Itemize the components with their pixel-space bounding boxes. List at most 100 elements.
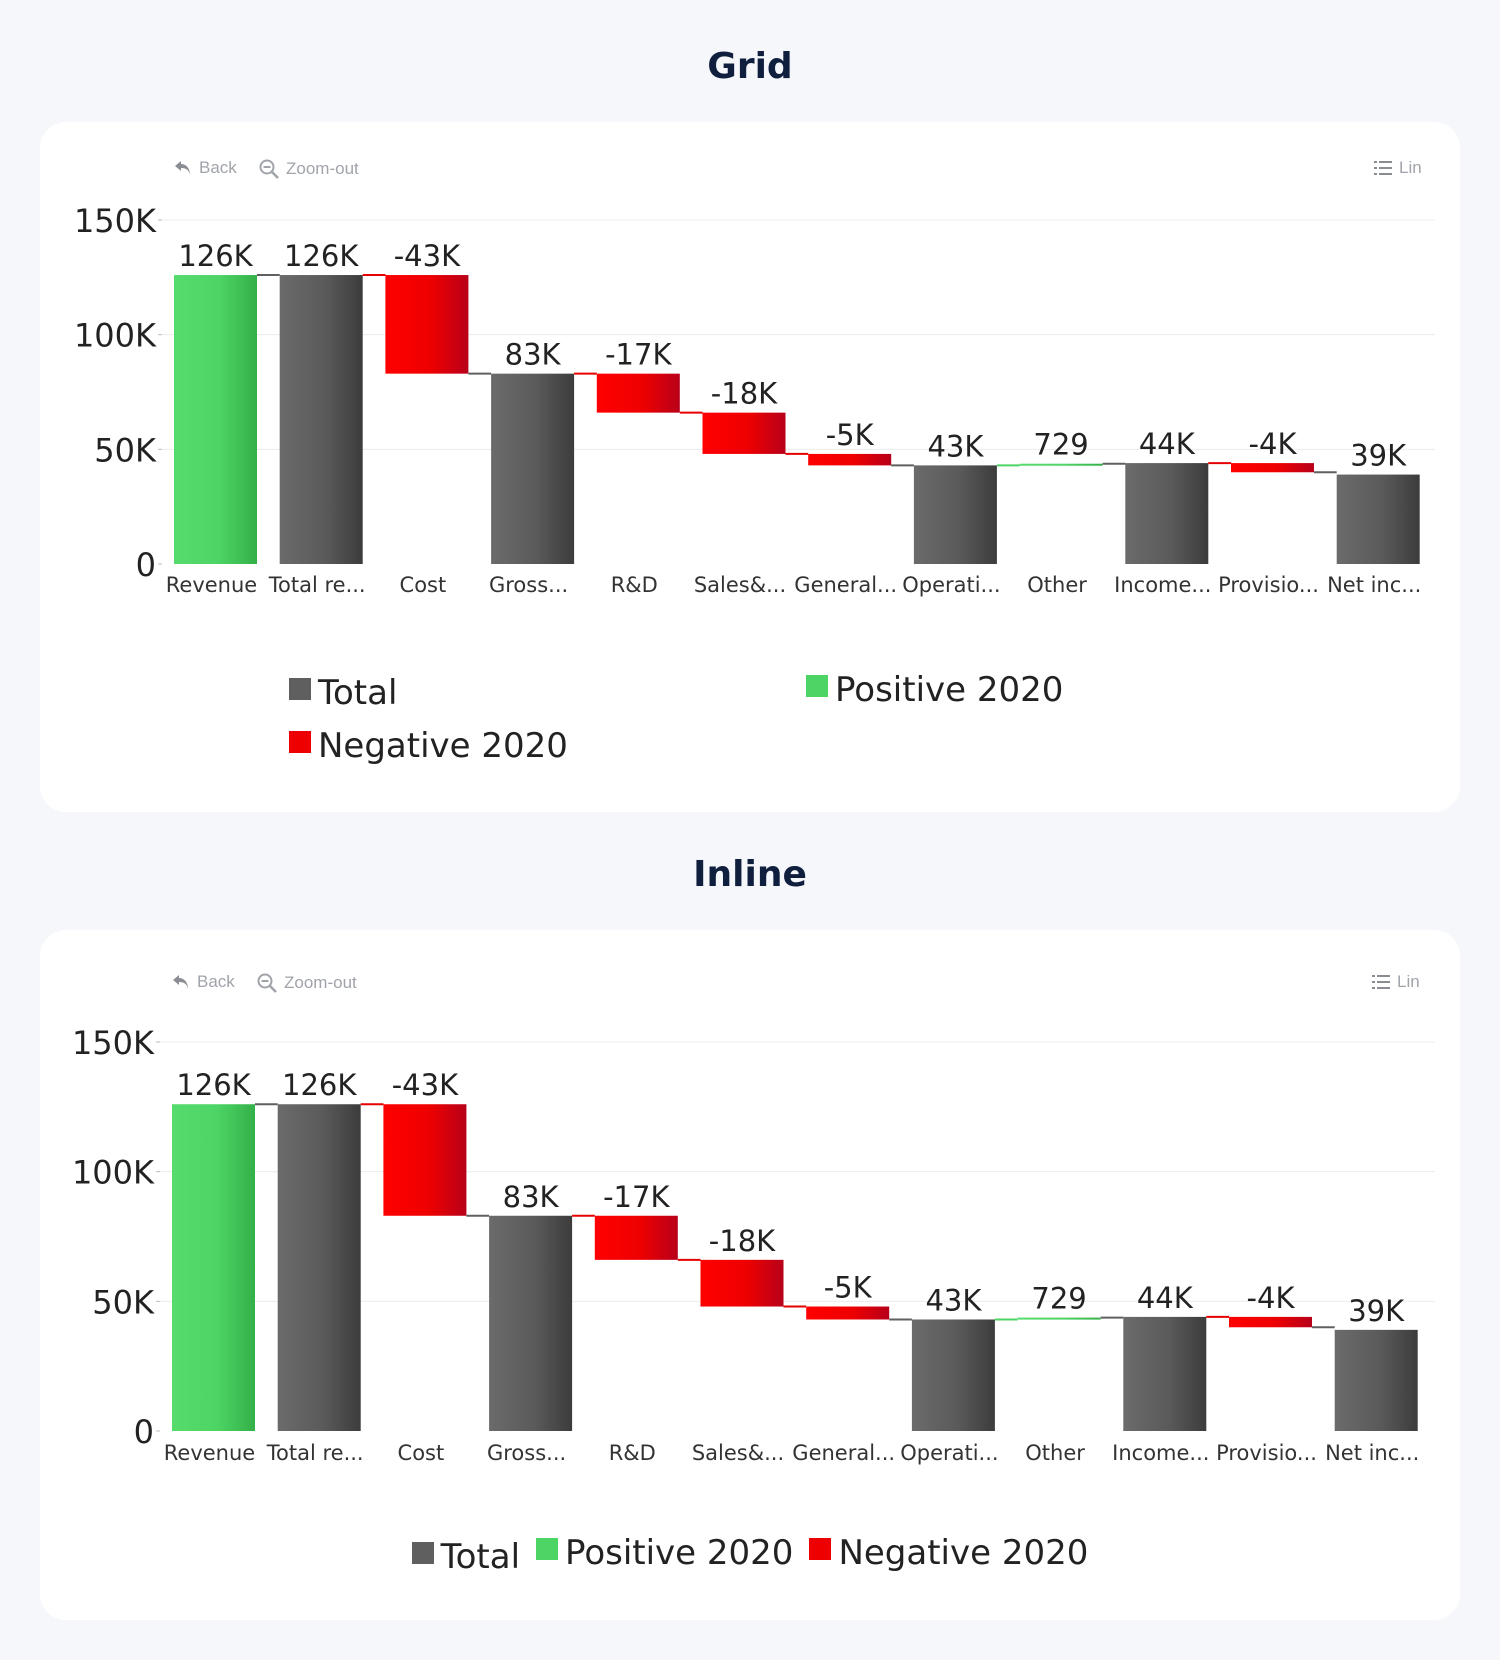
data-label: 126K xyxy=(178,239,253,273)
chart-card-grid: Back Zoom-out Lin 0 50K 100K 150K 126K Revenu… xyxy=(40,122,1460,812)
category-label: Other xyxy=(1027,573,1087,597)
zoom-out-button[interactable]: Zoom-out xyxy=(256,972,357,994)
category-label: Total re... xyxy=(266,1441,364,1465)
data-label: 39K xyxy=(1348,1294,1405,1328)
zoom-out-label: Zoom-out xyxy=(286,159,359,178)
legend-label-total: Total xyxy=(318,673,398,713)
zoom-out-label: Zoom-out xyxy=(284,973,357,992)
y-tick-label: 100K xyxy=(74,317,157,355)
legend-item-positive[interactable]: Positive 2020 xyxy=(536,1534,793,1576)
data-label: 126K xyxy=(176,1068,251,1102)
bar-positive[interactable] xyxy=(1019,463,1103,466)
legend-item-positive[interactable]: Positive 2020 xyxy=(806,671,1063,709)
data-label: 83K xyxy=(505,338,562,372)
category-label: Income... xyxy=(1112,1441,1209,1465)
bar-total[interactable] xyxy=(1125,463,1209,564)
category-label: Net inc... xyxy=(1327,573,1421,597)
category-label: Revenue xyxy=(166,573,257,597)
category-label: Other xyxy=(1025,1441,1085,1465)
bar-negative[interactable] xyxy=(1231,463,1314,473)
bar-negative[interactable] xyxy=(808,453,892,466)
zoom-out-icon xyxy=(257,973,277,993)
category-label: Income... xyxy=(1114,573,1211,597)
legend-swatch-negative xyxy=(289,731,311,753)
category-label: R&D xyxy=(609,1441,656,1465)
bar-total[interactable] xyxy=(1123,1316,1207,1431)
category-label: Cost xyxy=(398,1441,445,1465)
legend-grid: Total Positive 2020 Negative 2020 xyxy=(40,122,1460,812)
bar-total[interactable] xyxy=(279,275,363,564)
data-label: 729 xyxy=(1031,1282,1086,1316)
legend-item-negative[interactable]: Negative 2020 xyxy=(289,727,568,765)
bar-total[interactable] xyxy=(1336,474,1420,564)
back-arrow-icon xyxy=(173,975,188,989)
section-title-grid: Grid xyxy=(707,46,793,87)
bar-negative[interactable] xyxy=(700,1259,784,1307)
legend-item-negative[interactable]: Negative 2020 xyxy=(809,1534,1088,1576)
bar-positive[interactable] xyxy=(174,275,257,564)
bar-positive[interactable] xyxy=(172,1104,255,1431)
data-label: -5K xyxy=(824,1271,873,1305)
legend-item-total[interactable]: Total xyxy=(411,1537,521,1577)
bar-total[interactable] xyxy=(913,465,997,564)
bar-negative[interactable] xyxy=(383,1104,467,1216)
data-label: 43K xyxy=(927,429,984,463)
data-label: 126K xyxy=(284,239,359,273)
back-button[interactable]: Back xyxy=(171,972,235,992)
category-label: Provisio... xyxy=(1216,1441,1317,1465)
legend-item-total[interactable]: Total xyxy=(289,674,397,712)
legend-label-total: Total xyxy=(440,1537,521,1577)
category-label: Gross... xyxy=(489,573,568,597)
legend-label-positive: Positive 2020 xyxy=(835,670,1064,710)
y-tick-label: 0 xyxy=(134,1413,154,1451)
data-label: 126K xyxy=(282,1068,357,1102)
data-label: -4K xyxy=(1249,427,1298,461)
data-label: -18K xyxy=(709,1224,776,1258)
list-icon xyxy=(1374,161,1392,175)
bar-positive[interactable] xyxy=(1017,1317,1101,1320)
data-label: -17K xyxy=(603,1180,670,1214)
legend-swatch-positive xyxy=(806,675,828,697)
data-label: 44K xyxy=(1137,1281,1194,1315)
bar-negative[interactable] xyxy=(1229,1316,1312,1328)
category-label: Sales&... xyxy=(692,1441,784,1465)
list-icon xyxy=(1372,975,1390,989)
chart-toolbar: Back Zoom-out Lin xyxy=(40,158,1460,188)
legend-swatch-negative xyxy=(809,1538,832,1560)
data-label: 44K xyxy=(1139,427,1196,461)
data-label: -4K xyxy=(1247,1281,1296,1315)
data-label: 729 xyxy=(1033,428,1088,462)
legend-label-positive: Positive 2020 xyxy=(565,1533,794,1573)
bar-negative[interactable] xyxy=(806,1306,890,1320)
bar-total[interactable] xyxy=(489,1215,573,1431)
bar-negative[interactable] xyxy=(594,1215,678,1260)
data-label: -43K xyxy=(394,239,461,273)
category-label: Cost xyxy=(400,573,447,597)
back-button[interactable]: Back xyxy=(173,158,237,178)
menu-button[interactable]: Lin xyxy=(1373,158,1422,178)
bar-negative[interactable] xyxy=(702,412,786,454)
legend-swatch-total xyxy=(411,1542,434,1564)
category-label: Gross... xyxy=(487,1441,566,1465)
data-label: 43K xyxy=(925,1283,982,1317)
bar-total[interactable] xyxy=(491,373,575,564)
category-label: General... xyxy=(792,1441,895,1465)
y-tick-label: 150K xyxy=(74,202,157,240)
bar-total[interactable] xyxy=(277,1104,361,1431)
waterfall-chart-grid: 0 50K 100K 150K 126K Revenue 126K Total re... -4… xyxy=(74,202,1435,597)
bar-total[interactable] xyxy=(911,1319,995,1431)
bar-negative[interactable] xyxy=(385,275,469,374)
waterfall-chart-inline: 0 50K 100K 150K 126K Revenue 126K Total re... -4… xyxy=(72,1024,1435,1465)
y-tick-label: 50K xyxy=(92,1283,155,1321)
bar-total[interactable] xyxy=(1334,1329,1418,1431)
legend-inline: Total Positive 2020 Negative 2020 xyxy=(40,1534,1460,1576)
chart-card-inline: Back Zoom-out Lin 0 50K 100K 150K 126K Revenu… xyxy=(40,930,1460,1620)
bar-negative[interactable] xyxy=(596,373,680,413)
zoom-out-button[interactable]: Zoom-out xyxy=(258,158,359,180)
category-label: R&D xyxy=(611,573,658,597)
data-label: 83K xyxy=(503,1180,560,1214)
back-label: Back xyxy=(199,158,237,177)
category-label: Revenue xyxy=(164,1441,255,1465)
data-label: -43K xyxy=(392,1068,459,1102)
menu-button[interactable]: Lin xyxy=(1371,972,1420,992)
